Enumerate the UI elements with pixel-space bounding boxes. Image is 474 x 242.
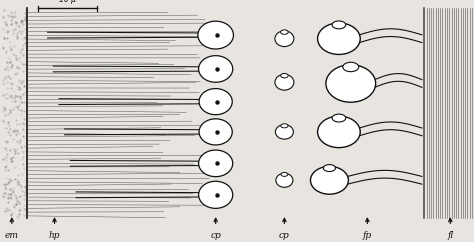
Ellipse shape — [281, 173, 288, 176]
Ellipse shape — [323, 165, 336, 172]
Ellipse shape — [310, 166, 348, 194]
Text: cp: cp — [279, 231, 290, 241]
Text: 10 μ: 10 μ — [59, 0, 76, 4]
Ellipse shape — [343, 62, 359, 72]
Ellipse shape — [281, 124, 288, 128]
Ellipse shape — [199, 89, 232, 115]
Ellipse shape — [199, 181, 233, 208]
Ellipse shape — [318, 116, 360, 148]
Ellipse shape — [199, 150, 233, 177]
Ellipse shape — [281, 30, 288, 34]
Ellipse shape — [275, 125, 293, 139]
Text: fp: fp — [363, 231, 372, 241]
Ellipse shape — [275, 74, 294, 90]
Ellipse shape — [275, 31, 294, 46]
Ellipse shape — [318, 23, 360, 54]
Ellipse shape — [326, 65, 375, 102]
Ellipse shape — [198, 21, 233, 49]
Text: em: em — [5, 231, 19, 241]
Ellipse shape — [199, 56, 233, 82]
Ellipse shape — [281, 74, 288, 78]
Text: hp: hp — [49, 231, 60, 241]
Ellipse shape — [199, 119, 232, 145]
Text: fl: fl — [447, 231, 454, 241]
Ellipse shape — [276, 173, 293, 187]
Ellipse shape — [332, 21, 346, 29]
Ellipse shape — [332, 114, 346, 122]
Text: cp: cp — [210, 231, 221, 241]
